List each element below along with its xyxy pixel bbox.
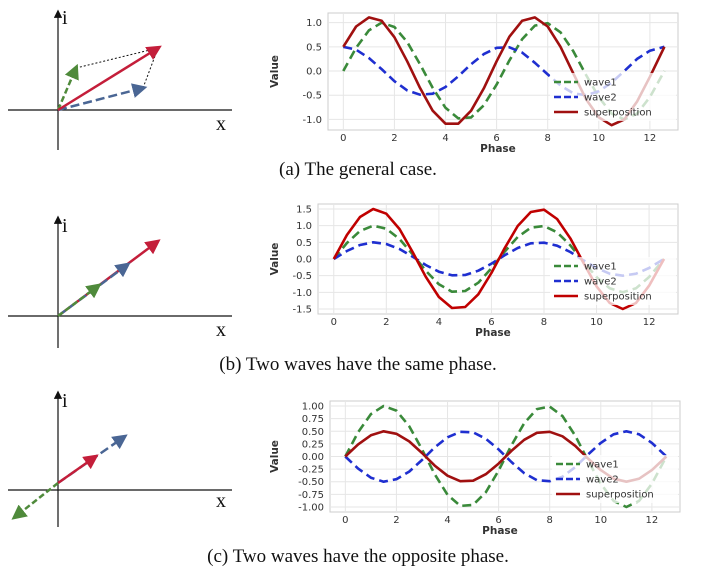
y-tick-label: -0.5 (292, 271, 312, 282)
parallelogram-edge (75, 47, 159, 69)
x-tick-label: 6 (495, 515, 501, 526)
y-axis-title: Value (269, 243, 281, 276)
legend-label-wave1: wave1 (584, 262, 617, 273)
legend-label-wave2: wave2 (586, 475, 619, 486)
y-axis-label: i (62, 390, 68, 412)
legend: wave1 wave2 superposition (552, 455, 678, 503)
x-tick-label: 6 (493, 133, 499, 144)
wave1-vector (57, 283, 102, 317)
y-tick-label: -1.5 (292, 305, 312, 316)
x-axis-label: x (216, 490, 226, 512)
x-tick-label: 12 (646, 515, 659, 526)
y-tick-label: -1.0 (292, 288, 312, 299)
series-line-wave2 (344, 429, 668, 483)
y-tick-label: 0.50 (302, 427, 324, 438)
legend: wave1 wave2 superposition (550, 257, 676, 305)
y-tick-label: 1.0 (306, 18, 322, 29)
y-tick-label: -0.5 (302, 91, 322, 102)
chart-general-case: 0 2 4 6 8 10 12 1.0 0.5 0.0 -0.5 -1.0 Phase Value wave… (269, 12, 679, 155)
legend-label-wave1: wave1 (586, 460, 619, 471)
y-tick-label: 0.25 (302, 439, 324, 450)
caption-general-case: (a) The general case. (279, 159, 437, 180)
y-tick-label: 0.5 (296, 238, 312, 249)
y-axis-title: Value (269, 440, 281, 473)
x-tick-label: 6 (488, 317, 494, 328)
y-tick-label: 0.5 (306, 42, 322, 53)
legend-label-wave2: wave2 (584, 277, 617, 288)
x-axis-title: Phase (475, 327, 511, 339)
y-tick-label: 0.00 (302, 452, 324, 463)
legend-label-superposition: superposition (584, 292, 652, 303)
x-tick-label: 8 (547, 515, 553, 526)
legend: wave1 wave2 superposition (550, 73, 676, 121)
legend-label-superposition: superposition (584, 108, 652, 119)
x-tick-label: 0 (331, 317, 337, 328)
x-axis-label: x (216, 319, 226, 341)
y-tick-label: 0.0 (306, 67, 322, 78)
vector-diagram-opposite-phase: i x (8, 390, 232, 527)
caption-opposite-phase: (c) Two waves have the opposite phase. (207, 546, 509, 567)
wave1-vector (56, 63, 79, 111)
y-tick-label: -0.75 (298, 490, 324, 501)
wave2-vector (57, 83, 148, 112)
y-tick-label: 0.0 (296, 255, 312, 266)
x-tick-label: 4 (436, 317, 442, 328)
x-tick-label: 8 (541, 317, 547, 328)
y-tick-label: 1.0 (296, 221, 312, 232)
x-tick-label: 10 (594, 515, 607, 526)
y-tick-label: 0.75 (302, 414, 324, 425)
y-axis-label: i (62, 215, 68, 237)
legend-label-superposition: superposition (586, 490, 654, 501)
x-tick-label: 12 (643, 317, 656, 328)
x-axis-title: Phase (480, 143, 516, 155)
caption-same-phase: (b) Two waves have the same phase. (219, 354, 497, 375)
x-tick-label: 2 (393, 515, 399, 526)
y-tick-label: -0.50 (298, 477, 324, 488)
y-axis-label: i (62, 7, 68, 29)
parallelogram-edge (142, 47, 159, 89)
wave1-vector (11, 482, 59, 520)
vector-diagram-same-phase: i x (8, 215, 232, 348)
x-tick-label: 10 (590, 317, 603, 328)
y-tick-label: -0.25 (298, 465, 324, 476)
legend-label-wave1: wave1 (584, 78, 617, 89)
x-tick-label: 8 (545, 133, 551, 144)
y-tick-label: 1.00 (302, 402, 324, 413)
vector-diagram-general: i x (8, 7, 232, 150)
series-line-superposition (342, 16, 666, 127)
y-tick-label: 1.5 (296, 205, 312, 216)
chart-opposite-phase: 0 2 4 6 8 10 12 1.000.75 0.500.25 0.00 -0.25-0.50 -… (269, 400, 681, 537)
x-tick-label: 0 (340, 133, 346, 144)
x-tick-label: 4 (444, 515, 450, 526)
x-tick-label: 12 (644, 133, 657, 144)
x-tick-label: 0 (342, 515, 348, 526)
x-tick-label: 2 (391, 133, 397, 144)
y-tick-label: -1.0 (302, 115, 322, 126)
superposition-vector (57, 454, 99, 485)
legend-label-wave2: wave2 (584, 93, 617, 104)
x-tick-label: 4 (442, 133, 448, 144)
x-axis-title: Phase (482, 525, 518, 537)
x-tick-label: 10 (592, 133, 605, 144)
superposition-vector (57, 45, 162, 112)
x-axis-label: x (216, 113, 226, 135)
x-tick-label: 2 (383, 317, 389, 328)
chart-same-phase: 0 2 4 6 8 10 12 1.5 1.0 0.5 0.0 -0.5 -1.0 -1.5 Phase Va… (269, 203, 679, 339)
y-axis-title: Value (269, 55, 281, 88)
y-tick-label: -1.00 (298, 502, 324, 513)
